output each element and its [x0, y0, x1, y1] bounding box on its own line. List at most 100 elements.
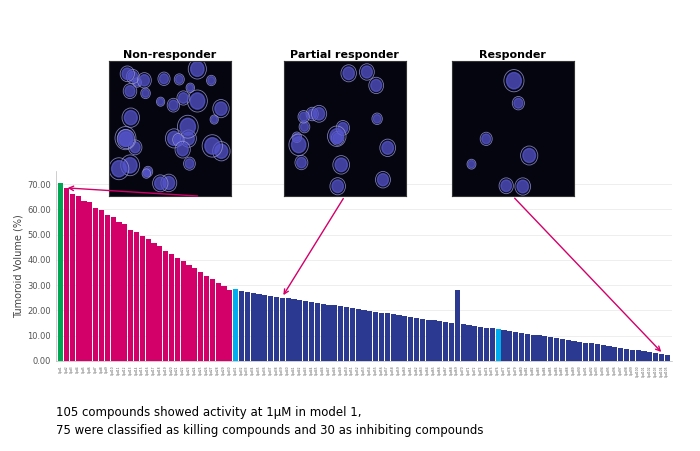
Bar	[216, 283, 220, 361]
Bar	[344, 307, 349, 361]
Circle shape	[160, 74, 169, 84]
Circle shape	[330, 129, 344, 144]
Bar	[128, 230, 133, 361]
Bar	[449, 323, 454, 361]
Bar	[641, 351, 647, 361]
Bar	[606, 346, 612, 361]
Circle shape	[335, 158, 347, 172]
Bar	[408, 317, 413, 361]
Bar	[624, 349, 629, 361]
Bar	[262, 295, 267, 361]
Bar	[70, 194, 75, 361]
Text: 105 compounds showed activity at 1μM in model 1,
75 were classified as killing c: 105 compounds showed activity at 1μM in …	[56, 406, 484, 437]
Bar	[204, 276, 209, 361]
Circle shape	[120, 132, 132, 146]
Circle shape	[215, 102, 227, 115]
Bar	[589, 343, 594, 361]
Bar	[508, 331, 512, 361]
Bar	[58, 183, 63, 361]
Circle shape	[174, 135, 183, 144]
Circle shape	[300, 123, 309, 131]
Circle shape	[361, 66, 372, 78]
Bar	[291, 299, 297, 361]
Bar	[221, 286, 227, 361]
Circle shape	[122, 68, 132, 80]
Bar	[648, 352, 652, 361]
Bar	[99, 210, 104, 361]
Circle shape	[180, 118, 195, 135]
Bar	[595, 344, 600, 361]
Bar	[268, 296, 273, 361]
Bar	[356, 309, 360, 361]
Circle shape	[373, 115, 381, 123]
Circle shape	[517, 180, 528, 193]
Bar	[321, 304, 326, 361]
Bar	[193, 268, 197, 361]
Bar	[169, 254, 174, 361]
Bar	[309, 302, 314, 361]
Circle shape	[371, 79, 382, 92]
Bar	[478, 327, 483, 361]
Circle shape	[128, 71, 138, 82]
Bar	[111, 217, 116, 361]
Circle shape	[134, 79, 141, 86]
Circle shape	[144, 170, 150, 177]
Bar	[163, 251, 168, 361]
Circle shape	[176, 75, 183, 83]
Title: Non-responder: Non-responder	[123, 50, 216, 60]
Bar	[105, 215, 110, 361]
Circle shape	[333, 133, 342, 143]
Circle shape	[123, 157, 137, 173]
Bar	[239, 291, 244, 361]
Bar	[122, 225, 127, 361]
Bar	[158, 246, 162, 361]
Circle shape	[118, 129, 133, 147]
Bar	[274, 297, 279, 361]
Y-axis label: Tumoroid Volume (%): Tumoroid Volume (%)	[13, 214, 23, 318]
Bar	[251, 293, 256, 361]
Circle shape	[190, 93, 205, 109]
Bar	[391, 314, 395, 361]
Bar	[256, 294, 262, 361]
Circle shape	[178, 93, 188, 103]
Circle shape	[468, 161, 475, 168]
Circle shape	[125, 110, 137, 125]
Bar	[578, 342, 582, 361]
Bar	[81, 201, 87, 361]
Circle shape	[142, 89, 149, 97]
Bar	[303, 301, 308, 361]
Circle shape	[507, 73, 522, 89]
Bar	[326, 304, 332, 361]
Circle shape	[167, 131, 181, 146]
Circle shape	[314, 107, 325, 120]
Bar	[571, 341, 577, 361]
Bar	[368, 311, 372, 361]
Bar	[536, 336, 542, 361]
Circle shape	[163, 176, 175, 189]
Circle shape	[308, 109, 316, 119]
Circle shape	[338, 122, 348, 133]
Circle shape	[523, 148, 536, 162]
Bar	[186, 265, 192, 361]
Circle shape	[482, 134, 491, 144]
Bar	[140, 236, 145, 361]
Circle shape	[514, 98, 523, 108]
Bar	[228, 290, 232, 361]
Bar	[601, 345, 606, 361]
Circle shape	[332, 180, 344, 193]
Title: Responder: Responder	[480, 50, 546, 60]
Bar	[484, 327, 489, 361]
Bar	[612, 347, 617, 361]
Bar	[490, 328, 495, 361]
Bar	[396, 315, 402, 361]
Bar	[630, 350, 635, 361]
Circle shape	[297, 157, 306, 168]
Bar	[531, 335, 536, 361]
Bar	[181, 261, 186, 361]
Bar	[560, 339, 565, 361]
Bar	[455, 290, 460, 361]
Circle shape	[300, 112, 308, 121]
Circle shape	[211, 116, 217, 123]
Circle shape	[111, 161, 126, 177]
Bar	[426, 320, 430, 361]
